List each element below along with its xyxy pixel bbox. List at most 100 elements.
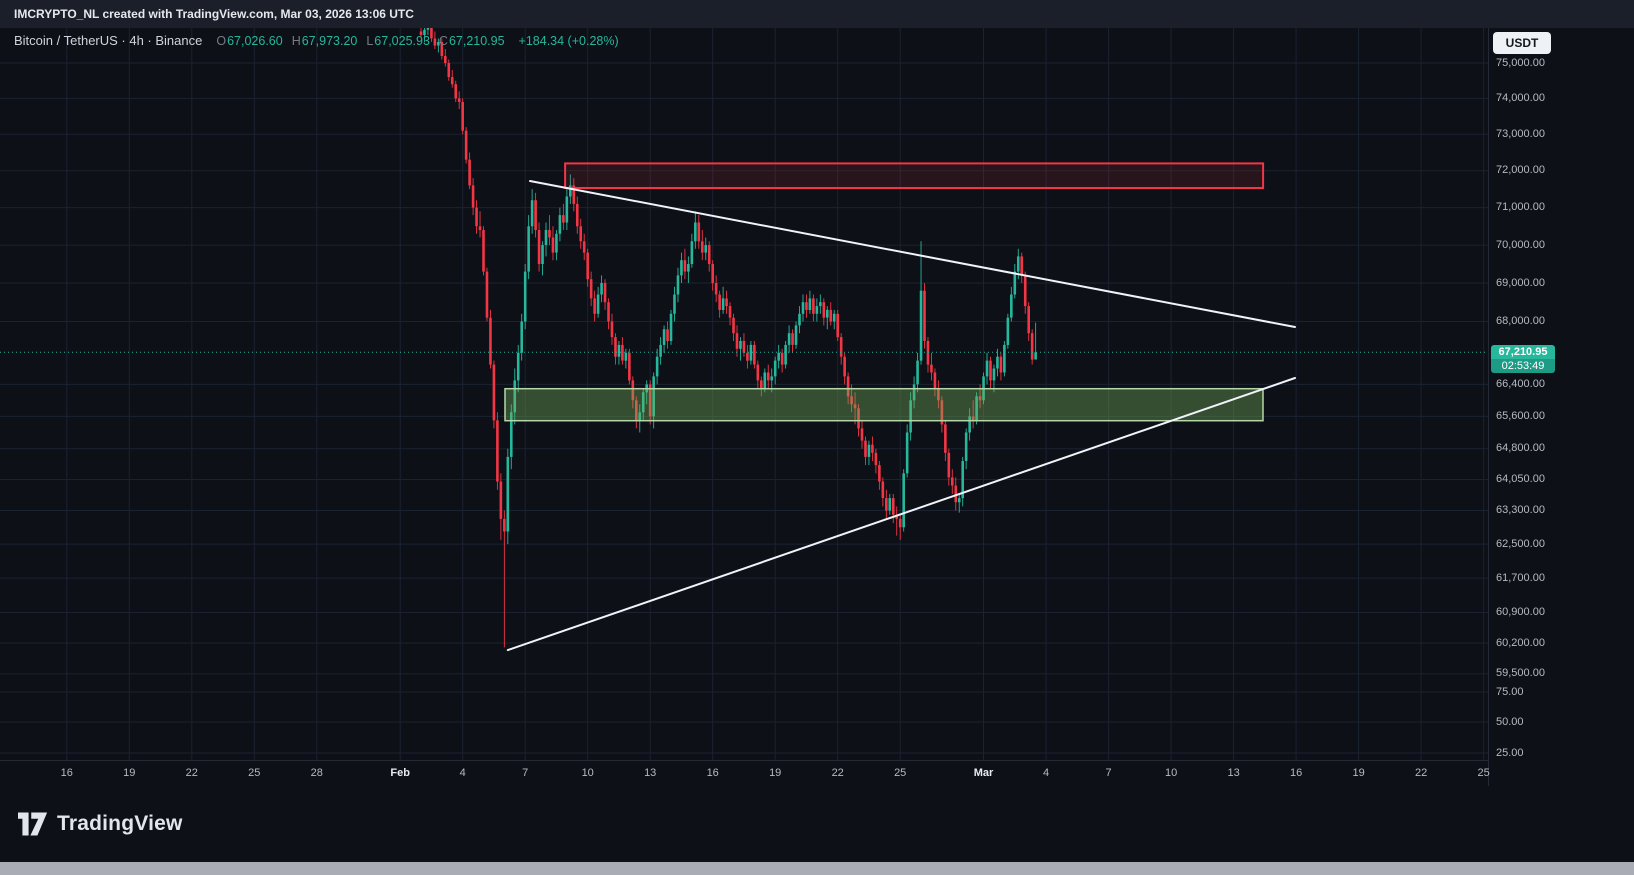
candle-body [635,400,638,421]
attribution-bar: IMCRYPTO_NL created with TradingView.com… [0,0,1634,28]
candle-body [617,344,621,357]
candle-body [714,283,718,295]
price-axis-label: 69,000.00 [1496,276,1545,289]
candle-body [544,230,548,245]
candle-body [989,360,992,381]
price-axis-label: 64,050.00 [1496,473,1545,485]
time-axis-label: 19 [1352,767,1365,779]
candle-body [780,352,784,365]
price-axis-label: 61,700.00 [1496,571,1545,584]
price-axis-label: 72,000.00 [1496,164,1545,177]
candle-body [509,412,513,457]
candle-body [600,283,603,295]
candle-body [871,444,874,453]
price-axis-label: 71,000.00 [1496,201,1545,214]
resistance-zone-box[interactable] [564,162,1265,189]
time-axis-label: 19 [123,767,136,779]
candle-body [829,309,833,322]
candle-body [1023,275,1027,307]
candle-body [801,302,805,314]
time-axis-label: 22 [831,767,844,779]
candle-body [794,325,798,345]
candle-body [596,294,600,314]
low-value: 67,025.93 [374,33,430,48]
time-axis-label: 19 [769,767,782,779]
symbol-legend: Bitcoin / TetherUS · 4h · Binance O 67,02… [14,33,619,48]
candle-body [909,400,912,433]
candle-body [468,159,471,186]
support-zone-box[interactable] [504,387,1264,422]
time-axis-label: 16 [60,767,73,779]
candle-body [707,245,711,264]
candle-body [492,364,496,421]
candle-body [499,481,503,519]
candle-body [961,461,965,499]
candle-body [885,498,888,511]
price-axis-label: 70,000.00 [1496,238,1545,251]
candle-body [569,185,572,197]
tradingview-wordmark[interactable]: TradingView [57,811,183,835]
candle-body [711,264,714,284]
time-axis-label: 16 [1289,767,1303,779]
descending-trendline[interactable] [529,180,1296,328]
candle-body [648,384,652,417]
candle-body [1006,317,1010,345]
price-axis-label: 73,000.00 [1496,127,1545,140]
candle-body [815,306,819,314]
time-axis-label: Feb [390,767,410,779]
candle-body [433,38,437,46]
candle-body [669,313,673,341]
currency-toggle-button[interactable]: USDT [1493,32,1551,54]
candle-body [496,420,499,482]
close-label: C [438,33,448,48]
candle-body [610,321,614,338]
tradingview-logo-icon[interactable] [18,811,48,837]
candle-body [555,233,558,253]
candle-body [964,432,968,461]
candle-body [589,279,593,299]
candle-body [902,473,905,528]
price-axis-label: 66,400.00 [1496,377,1545,390]
price-axis-label: 59,500.00 [1496,667,1545,680]
candle-body [541,245,544,264]
candle-body [888,498,892,511]
candle-body [839,337,843,357]
time-axis-label: 10 [1164,767,1178,779]
candle-body [805,302,808,310]
time-axis[interactable]: 16 19 22 25 28 Feb 4 7 10 13 16 19 22 25 Mar 4 7 10 13 16 19… [0,760,1490,787]
time-axis-label: 10 [581,767,594,779]
candle-body [690,241,694,264]
candle-body [662,329,666,345]
candle-body [655,356,659,377]
candle-body [940,400,944,425]
drawings [504,162,1296,652]
time-axis-label: 13 [1227,767,1240,779]
candle-body [471,185,475,208]
candle-body [575,203,579,227]
candle-body [857,408,860,429]
candle-body [683,260,687,272]
candle-body [926,341,930,365]
symbol-title[interactable]: Bitcoin / TetherUS · 4h · Binance [14,33,203,48]
candle-body [565,196,569,223]
candle-body [694,222,697,242]
candle-body [579,226,583,242]
ascending-trendline[interactable] [506,377,1296,652]
price-axis[interactable]: 67,210.95 02:53:49 75,000.00 74,000.00 73,… [1488,28,1634,786]
candle-body [513,380,517,413]
candle-body [957,498,961,503]
high-value: 67,973.20 [301,33,358,48]
candle-body [742,341,746,353]
candle-body [916,360,919,385]
candle-body [638,412,642,421]
candle-countdown: 02:53:49 [1491,358,1555,373]
low-label: L [366,33,374,48]
candle-body [999,356,1003,373]
candle-body [728,306,732,318]
high-label: H [291,33,301,48]
time-axis-label: 22 [1414,767,1428,779]
candle-body [628,352,631,381]
